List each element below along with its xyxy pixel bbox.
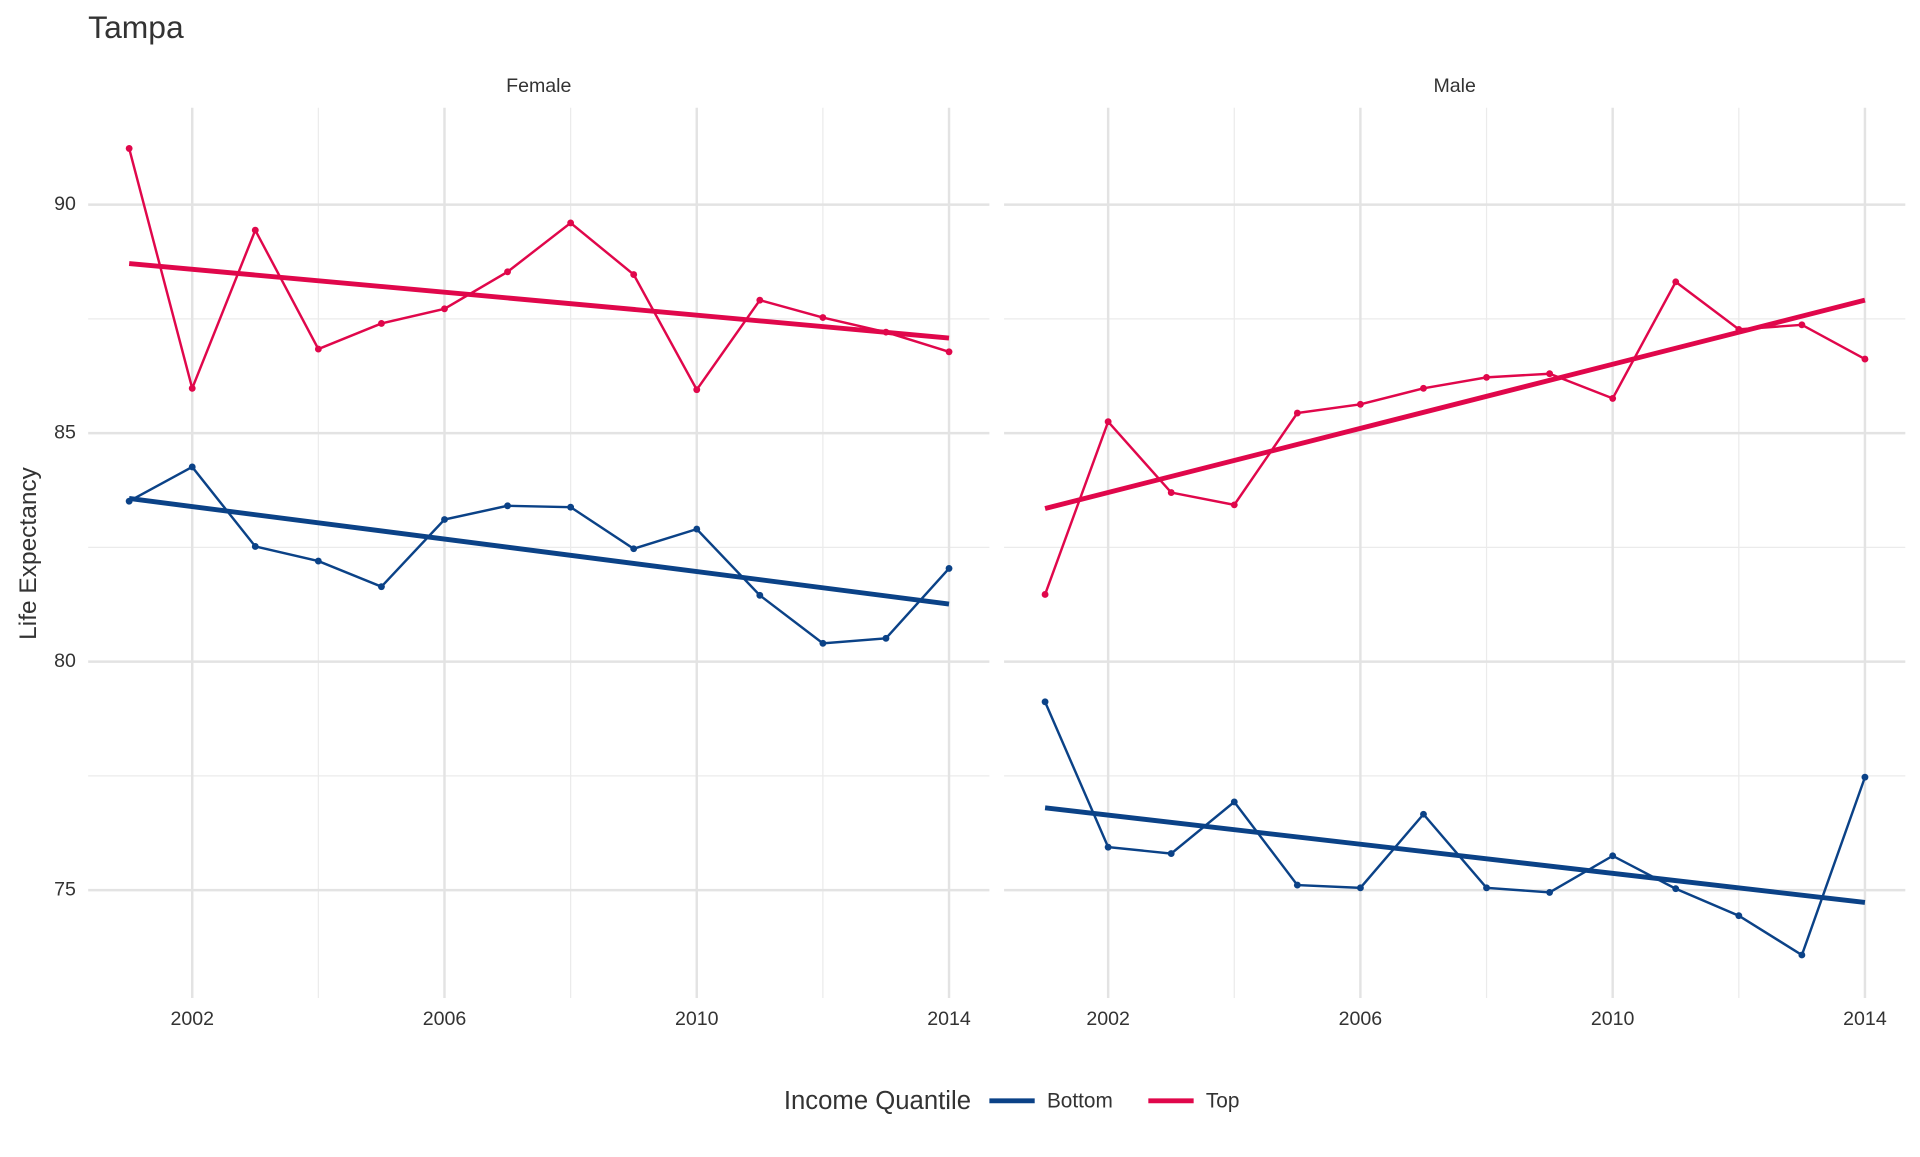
point: [1672, 885, 1680, 893]
point: [567, 503, 575, 511]
series-line: [128, 465, 950, 645]
point: [1798, 951, 1806, 959]
point: [504, 268, 511, 276]
point: [377, 583, 385, 591]
x-tick-label: 2010: [1591, 1008, 1635, 1030]
point: [1167, 850, 1175, 857]
point: [1104, 843, 1112, 851]
point: [1483, 373, 1490, 381]
point: [693, 525, 701, 533]
point: [819, 639, 827, 647]
point: [1798, 321, 1806, 329]
point: [251, 543, 259, 550]
point: [1609, 394, 1617, 402]
point: [1167, 489, 1175, 496]
point: [819, 314, 827, 321]
legend-label: Top: [1206, 1090, 1240, 1113]
y-axis-label: Life Expectancy: [15, 466, 42, 640]
x-tick-label: 2006: [1339, 1008, 1383, 1030]
point: [1041, 698, 1049, 706]
point: [441, 305, 448, 313]
y-tick-label: 85: [54, 421, 76, 443]
chart-title: Tampa: [88, 9, 184, 45]
point: [314, 345, 322, 353]
point: [188, 384, 196, 392]
point: [1041, 591, 1049, 598]
point: [441, 516, 448, 523]
series-line: [127, 148, 950, 393]
point: [567, 219, 575, 227]
point: [1483, 884, 1490, 892]
trend-line: [128, 496, 950, 607]
point: [1420, 384, 1427, 392]
point: [1104, 418, 1112, 426]
point: [314, 557, 322, 565]
series-line: [1043, 280, 1866, 595]
legend-title: Income Quantile: [784, 1087, 971, 1115]
trend-line: [1044, 297, 1866, 511]
point: [1420, 810, 1427, 818]
point: [1356, 884, 1364, 892]
point: [1293, 881, 1301, 889]
panel-title: Female: [506, 75, 571, 97]
point: [125, 144, 133, 152]
trend-line: [1044, 805, 1866, 905]
point: [1735, 912, 1743, 920]
point: [1230, 798, 1238, 806]
point: [188, 463, 196, 471]
x-tick-label: 2010: [675, 1008, 719, 1030]
point: [1293, 409, 1301, 417]
panel-title: Male: [1433, 75, 1476, 97]
point: [882, 634, 890, 642]
point: [1861, 355, 1869, 363]
point: [756, 591, 764, 599]
point: [945, 348, 953, 356]
point: [630, 271, 638, 278]
point: [1546, 370, 1554, 378]
point: [1546, 888, 1554, 896]
legend-label: Bottom: [1047, 1090, 1113, 1113]
x-tick-label: 2002: [170, 1008, 214, 1030]
point: [945, 564, 953, 572]
y-tick-label: 90: [54, 193, 76, 215]
point: [1230, 501, 1238, 509]
point: [630, 545, 638, 553]
x-tick-label: 2006: [423, 1008, 467, 1030]
x-tick-label: 2002: [1086, 1008, 1130, 1030]
point: [504, 502, 511, 510]
point: [1356, 400, 1364, 408]
point: [756, 296, 764, 304]
y-tick-label: 80: [54, 650, 76, 672]
x-tick-label: 2014: [927, 1008, 971, 1030]
trend-line: [128, 261, 950, 341]
point: [1861, 773, 1869, 781]
x-tick-label: 2014: [1843, 1008, 1887, 1030]
point: [1672, 278, 1680, 286]
point: [251, 226, 259, 234]
y-tick-label: 75: [54, 878, 76, 900]
point: [1609, 852, 1617, 860]
series-line: [1043, 701, 1867, 957]
point: [377, 320, 385, 327]
point: [693, 386, 701, 394]
